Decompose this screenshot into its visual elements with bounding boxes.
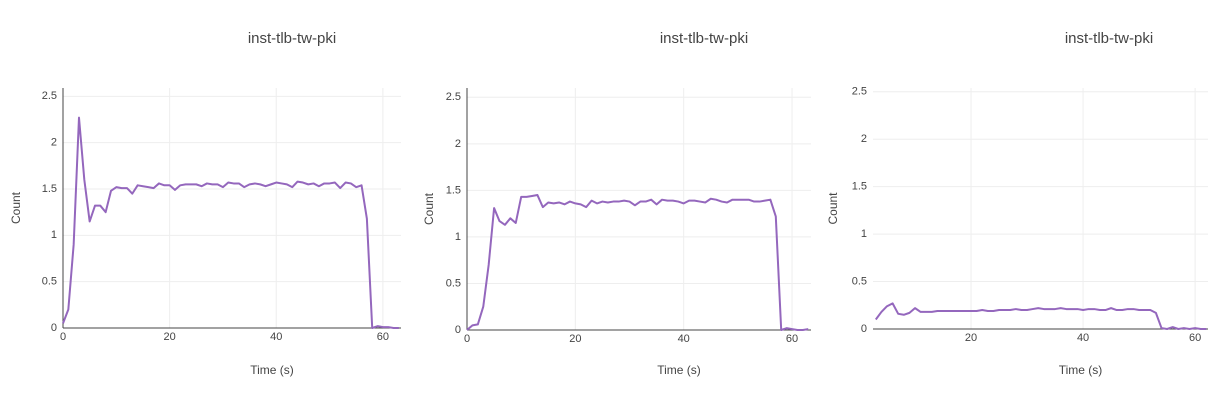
y-tick-label: 0	[51, 322, 57, 334]
chart-title: inst-tlb-tw-pki	[660, 30, 748, 47]
y-tick-label: 1.5	[446, 184, 461, 196]
y-axis-title: Count	[9, 191, 23, 224]
y-tick-label: 1	[51, 229, 57, 241]
y-tick-label: 0	[455, 324, 461, 336]
y-tick-label: 0.5	[852, 275, 867, 287]
x-tick-label: 60	[1189, 332, 1201, 344]
x-tick-label: 20	[163, 331, 175, 343]
chart-title: inst-tlb-tw-pki	[1065, 30, 1153, 47]
x-tick-label: 60	[786, 333, 798, 345]
x-tick-label: 0	[60, 331, 66, 343]
x-axis-title: Time (s)	[657, 363, 701, 377]
x-tick-label: 20	[569, 333, 581, 345]
y-tick-label: 0.5	[446, 277, 461, 289]
x-tick-label: 0	[464, 333, 470, 345]
data-line	[62, 116, 399, 329]
y-tick-label: 1	[455, 231, 461, 243]
y-axis-title: Count	[422, 192, 436, 225]
x-tick-label: 20	[965, 332, 977, 344]
x-tick-label: 40	[270, 331, 282, 343]
y-tick-label: 1.5	[42, 183, 57, 195]
y-tick-label: 2.5	[446, 91, 461, 103]
y-tick-label: 1.5	[852, 181, 867, 193]
x-tick-label: 60	[377, 331, 389, 343]
x-axis-title: Time (s)	[250, 363, 294, 377]
data-line	[466, 194, 809, 331]
data-line	[874, 302, 1207, 330]
y-tick-label: 2	[51, 137, 57, 149]
y-tick-label: 2	[861, 133, 867, 145]
y-tick-label: 1	[861, 228, 867, 240]
y-tick-label: 2.5	[852, 86, 867, 98]
y-tick-label: 2.5	[42, 90, 57, 102]
y-tick-label: 0.5	[42, 276, 57, 288]
y-axis-title: Count	[826, 192, 840, 225]
y-tick-label: 0	[861, 323, 867, 335]
x-tick-label: 40	[1077, 332, 1089, 344]
y-tick-label: 2	[455, 138, 461, 150]
x-axis-title: Time (s)	[1059, 363, 1103, 377]
x-tick-label: 40	[678, 333, 690, 345]
chart-title: inst-tlb-tw-pki	[248, 30, 336, 47]
